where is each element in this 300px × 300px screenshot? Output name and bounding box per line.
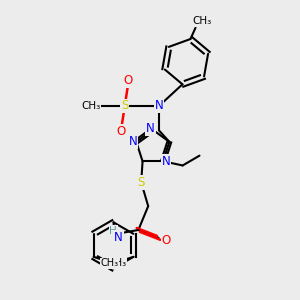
Text: CH₃: CH₃ xyxy=(100,258,119,268)
Text: S: S xyxy=(137,176,145,189)
Text: N: N xyxy=(162,155,171,168)
Text: O: O xyxy=(117,125,126,138)
Text: N: N xyxy=(154,100,163,112)
Text: S: S xyxy=(121,100,128,112)
Text: CH₃: CH₃ xyxy=(82,101,101,111)
Text: N: N xyxy=(114,231,123,244)
Text: N: N xyxy=(146,122,155,135)
Text: O: O xyxy=(162,234,171,247)
Text: CH₃: CH₃ xyxy=(192,16,211,26)
Text: O: O xyxy=(124,74,133,87)
Text: H: H xyxy=(109,226,117,236)
Text: CH₃: CH₃ xyxy=(108,258,127,268)
Text: N: N xyxy=(128,135,137,148)
